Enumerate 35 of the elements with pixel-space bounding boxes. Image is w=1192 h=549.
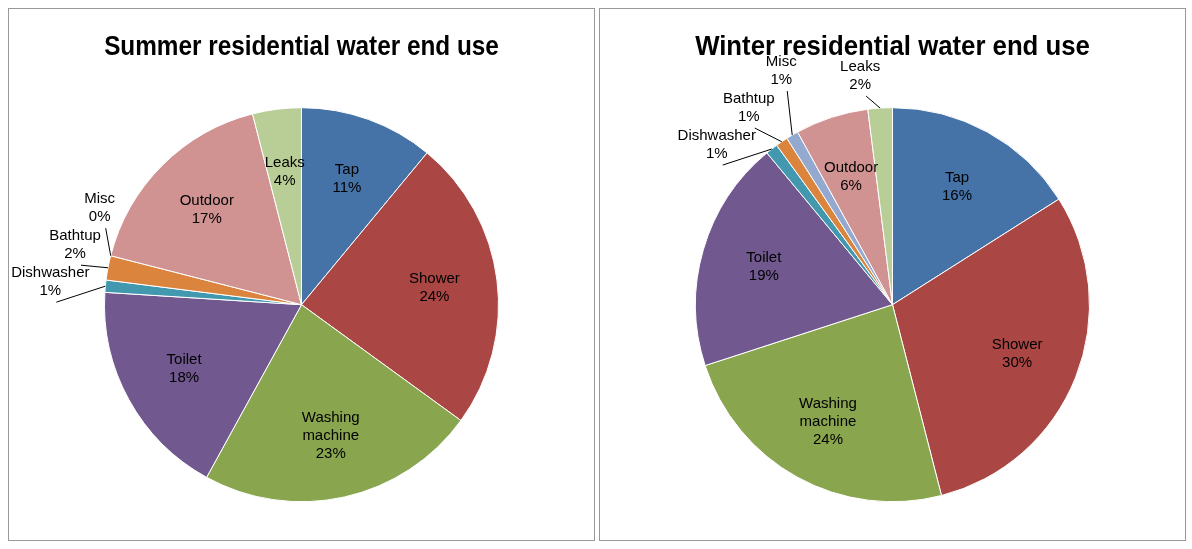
text: 0% — [88, 207, 111, 225]
slice-label: Shower — [991, 335, 1043, 353]
slice-label: Dishwasher — [677, 126, 756, 144]
slice-label: Tap — [334, 159, 359, 177]
data-label: 18% — [169, 368, 200, 386]
data-label: 2% — [849, 75, 871, 93]
data-label: 2% — [64, 244, 86, 262]
slice-label: Dishwasher — [11, 263, 90, 281]
slice-label: Toilet — [746, 248, 783, 266]
slice-label: Toilet — [166, 350, 203, 368]
data-label: 1% — [770, 70, 793, 88]
data-label: 4% — [273, 170, 296, 188]
slice-label: Washing machine — [301, 407, 360, 443]
slice-label: Bathtup — [722, 89, 775, 107]
data-label: 24% — [419, 287, 450, 305]
data-label: 11% — [332, 177, 362, 195]
slice-label: Outdoor — [824, 158, 879, 176]
slice-label: Shower — [408, 269, 460, 287]
data-label: 1% — [39, 281, 62, 299]
slice-label: Washing machine — [799, 394, 857, 430]
data-label: 16% — [942, 186, 973, 204]
data-label: 24% — [812, 430, 843, 448]
category-label: Misc — [84, 189, 116, 207]
data-label: 6% — [840, 176, 862, 194]
data-label: 1% — [737, 107, 760, 125]
slice-label: Tap — [944, 168, 970, 186]
slice-label: Bathtup — [49, 226, 101, 244]
data-label: 19% — [748, 266, 779, 284]
data-label: 17% — [191, 209, 222, 227]
chart-title: Summer residential water end use — [104, 30, 499, 60]
data-label: 30% — [1002, 353, 1033, 371]
slice-label: Leaks — [840, 57, 881, 75]
slice-label: Outdoor — [179, 191, 234, 209]
data-label: 1% — [705, 144, 728, 162]
data-label: 23% — [315, 443, 346, 461]
